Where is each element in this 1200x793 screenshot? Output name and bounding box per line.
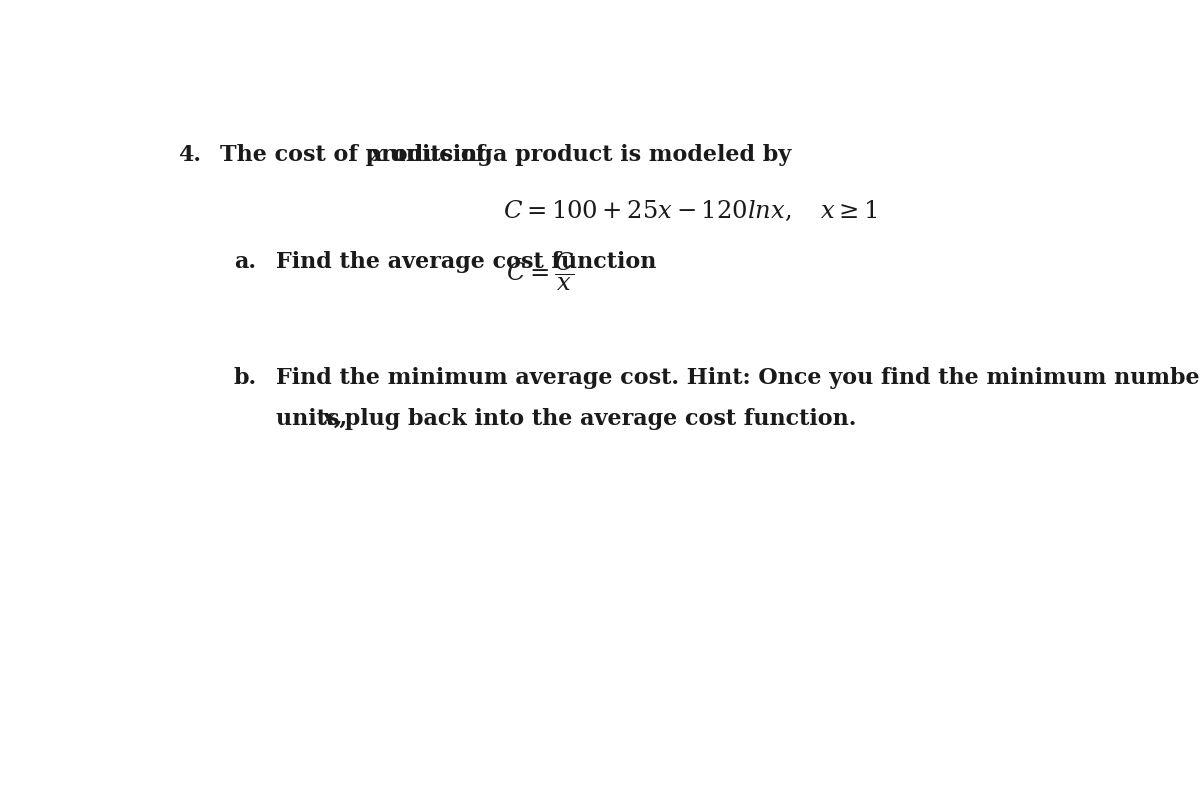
Text: $\mathit{C} = 100 + 25\mathit{x} - 120\mathit{lnx},$: $\mathit{C} = 100 + 25\mathit{x} - 120\m…	[504, 199, 792, 223]
Text: 4.: 4.	[178, 144, 200, 166]
Text: $\mathit{x} \geq 1$: $\mathit{x} \geq 1$	[820, 199, 877, 223]
Text: The cost of producing: The cost of producing	[220, 144, 500, 166]
Text: units,: units,	[276, 408, 354, 430]
Text: $\bar{\mathit{C}} = \dfrac{\mathit{C}}{\mathit{x}}$: $\bar{\mathit{C}} = \dfrac{\mathit{C}}{\…	[506, 251, 575, 293]
Text: units of a product is modeled by: units of a product is modeled by	[382, 144, 791, 166]
Text: x: x	[370, 144, 383, 166]
Text: Find the minimum average cost. Hint: Once you find the minimum number of: Find the minimum average cost. Hint: Onc…	[276, 367, 1200, 389]
Text: b.: b.	[234, 367, 257, 389]
Text: x,: x,	[322, 408, 342, 430]
Text: plug back into the average cost function.: plug back into the average cost function…	[337, 408, 857, 430]
Text: a.: a.	[234, 251, 256, 273]
Text: Find the average cost function: Find the average cost function	[276, 251, 664, 273]
